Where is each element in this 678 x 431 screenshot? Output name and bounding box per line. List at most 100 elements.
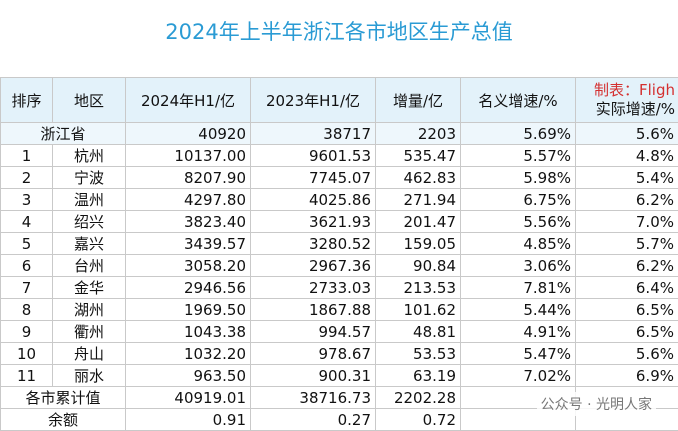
cell: 台州 [53, 255, 126, 277]
cell: 0.72 [376, 409, 461, 431]
cell: 8207.90 [126, 167, 251, 189]
header-cell: 2024年H1/亿 [126, 78, 251, 123]
cell: 杭州 [53, 145, 126, 167]
cell: 38717 [251, 123, 376, 145]
cell: 1969.50 [126, 299, 251, 321]
cell: 213.53 [376, 277, 461, 299]
cell: 1043.38 [126, 321, 251, 343]
row-label: 各市累计值 [1, 387, 126, 409]
cell: 6.5% [576, 321, 678, 343]
cell: 48.81 [376, 321, 461, 343]
cell: 3621.93 [251, 211, 376, 233]
cell: 5.56% [461, 211, 576, 233]
cell: 8 [1, 299, 53, 321]
cell: 湖州 [53, 299, 126, 321]
cell: 6.2% [576, 255, 678, 277]
cell: 2733.03 [251, 277, 376, 299]
cell: 10 [1, 343, 53, 365]
cell: 舟山 [53, 343, 126, 365]
cell: 101.62 [376, 299, 461, 321]
cell: 535.47 [376, 145, 461, 167]
cell: 2 [1, 167, 53, 189]
cell: 5.47% [461, 343, 576, 365]
cell: 7.81% [461, 277, 576, 299]
cell: 978.67 [251, 343, 376, 365]
cell: 6.9% [576, 365, 678, 387]
title: 2024年上半年浙江各市地区生产总值 [0, 16, 678, 46]
cell: 5.7% [576, 233, 678, 255]
cell: 7 [1, 277, 53, 299]
cell: 900.31 [251, 365, 376, 387]
cell: 1 [1, 145, 53, 167]
header-cell: 地区 [53, 78, 126, 123]
cell: 5.6% [576, 343, 678, 365]
cell: 38716.73 [251, 387, 376, 409]
cell: 衢州 [53, 321, 126, 343]
cell: 丽水 [53, 365, 126, 387]
cell: 5.69% [461, 123, 576, 145]
cell: 温州 [53, 189, 126, 211]
header-cell: 名义增速/% [461, 78, 576, 123]
header-cell: 增量/亿 [376, 78, 461, 123]
cell: 3439.57 [126, 233, 251, 255]
cell: 6.2% [576, 189, 678, 211]
cell: 271.94 [376, 189, 461, 211]
cell: 159.05 [376, 233, 461, 255]
cell: 绍兴 [53, 211, 126, 233]
cell: 2967.36 [251, 255, 376, 277]
cell: 4.8% [576, 145, 678, 167]
cell: 5 [1, 233, 53, 255]
cell: 3 [1, 189, 53, 211]
cell: 6.75% [461, 189, 576, 211]
cell: 1032.20 [126, 343, 251, 365]
cell: 金华 [53, 277, 126, 299]
watermark: 公众号 · 光明人家 [537, 392, 656, 416]
cell: 5.44% [461, 299, 576, 321]
cell: 4 [1, 211, 53, 233]
cell: 2203 [376, 123, 461, 145]
cell: 40920 [126, 123, 251, 145]
cell: 5.4% [576, 167, 678, 189]
cell: 7745.07 [251, 167, 376, 189]
cell: 0.27 [251, 409, 376, 431]
header-cell: 排序 [1, 78, 53, 123]
cell: 9 [1, 321, 53, 343]
row-label: 余额 [1, 409, 126, 431]
cell: 4.91% [461, 321, 576, 343]
cell: 嘉兴 [53, 233, 126, 255]
cell: 5.6% [576, 123, 678, 145]
cell: 90.84 [376, 255, 461, 277]
cell: 3.06% [461, 255, 576, 277]
cell: 11 [1, 365, 53, 387]
cell: 4297.80 [126, 189, 251, 211]
cell: 10137.00 [126, 145, 251, 167]
cell: 4025.86 [251, 189, 376, 211]
cell: 7.0% [576, 211, 678, 233]
row-label: 浙江省 [1, 123, 126, 145]
cell: 6.4% [576, 277, 678, 299]
cell: 7.02% [461, 365, 576, 387]
header-text: 实际增速/% [596, 100, 675, 118]
cell: 5.57% [461, 145, 576, 167]
cell: 4.85% [461, 233, 576, 255]
cell: 3280.52 [251, 233, 376, 255]
cell: 6.5% [576, 299, 678, 321]
cell: 3058.20 [126, 255, 251, 277]
cell: 1867.88 [251, 299, 376, 321]
cell: 6 [1, 255, 53, 277]
cell: 462.83 [376, 167, 461, 189]
